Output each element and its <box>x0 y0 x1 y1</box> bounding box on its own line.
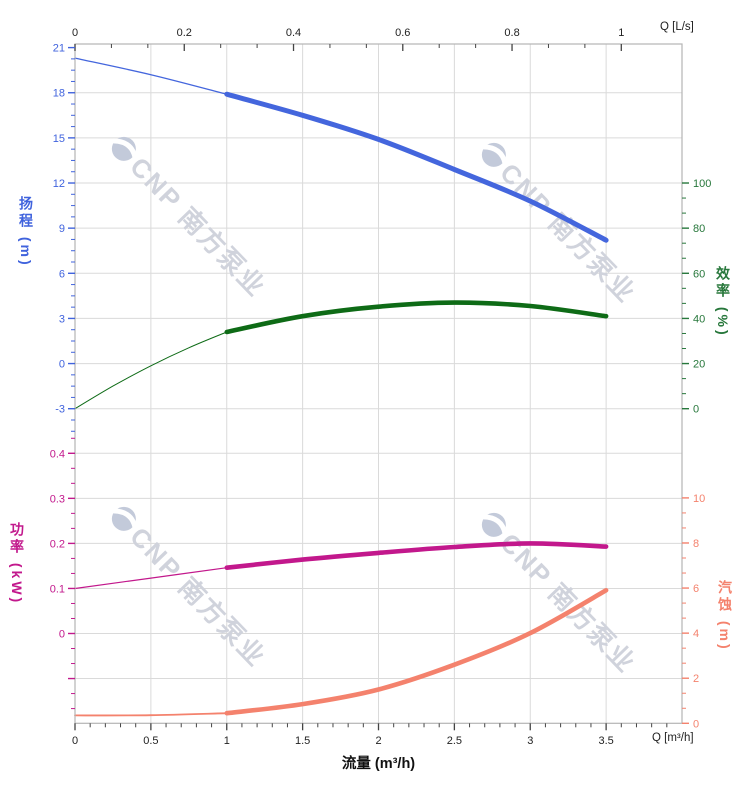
svg-text:1: 1 <box>224 735 230 747</box>
svg-text:6: 6 <box>59 268 65 280</box>
svg-text:0.4: 0.4 <box>286 27 301 39</box>
svg-text:0.1: 0.1 <box>50 583 65 595</box>
bottom-axis-unit-label: Q [m³/h] <box>652 732 694 744</box>
cnp-logo-icon <box>481 512 508 537</box>
gridlines <box>75 44 682 724</box>
svg-text:4: 4 <box>693 628 699 640</box>
svg-text:100: 100 <box>693 178 711 190</box>
svg-text:2: 2 <box>375 735 381 747</box>
svg-text:10: 10 <box>693 493 705 505</box>
head-axis-title: 扬程 (m) <box>18 196 34 268</box>
svg-text:3: 3 <box>527 735 533 747</box>
svg-text:6: 6 <box>693 583 699 595</box>
power-curve-lowflow <box>74 567 228 590</box>
npsh-axis-title: 汽蚀 (m) <box>717 580 733 652</box>
svg-text:3.5: 3.5 <box>598 735 613 747</box>
top-axis-unit-label: Q [L/s] <box>660 21 694 33</box>
npsh-curve <box>224 588 609 716</box>
svg-text:CNP 南方泵业: CNP 南方泵业 <box>124 521 272 673</box>
svg-text:CNP 南方泵业: CNP 南方泵业 <box>494 157 642 309</box>
efficiency-curve-lowflow <box>74 331 228 410</box>
svg-text:80: 80 <box>693 223 705 235</box>
svg-text:2.5: 2.5 <box>447 735 462 747</box>
svg-text:0.4: 0.4 <box>50 448 65 460</box>
svg-text:12: 12 <box>53 178 65 190</box>
curves <box>74 57 609 717</box>
power-axis-title: 功率 (kW) <box>9 522 25 606</box>
head-curve <box>224 91 609 243</box>
cnp-watermark: CNP 南方泵业 <box>481 512 642 679</box>
svg-text:1.5: 1.5 <box>295 735 310 747</box>
svg-text:21: 21 <box>53 43 65 55</box>
cnp-logo-icon <box>111 136 138 161</box>
svg-text:0.3: 0.3 <box>50 493 65 505</box>
svg-text:CNP 南方泵业: CNP 南方泵业 <box>124 151 272 303</box>
cnp-logo-icon <box>481 142 508 167</box>
svg-text:8: 8 <box>693 538 699 550</box>
svg-text:0.8: 0.8 <box>504 27 519 39</box>
svg-text:0.2: 0.2 <box>50 538 65 550</box>
power-curve <box>224 541 609 570</box>
svg-text:0: 0 <box>693 718 699 730</box>
svg-text:9: 9 <box>59 223 65 235</box>
efficiency-axis-title: 效率 (%) <box>715 266 731 338</box>
svg-text:60: 60 <box>693 268 705 280</box>
svg-text:15: 15 <box>53 133 65 145</box>
svg-text:40: 40 <box>693 313 705 325</box>
svg-text:2: 2 <box>693 673 699 685</box>
svg-text:18: 18 <box>53 88 65 100</box>
svg-text:3: 3 <box>59 313 65 325</box>
axis-ticks-and-labels: 0 0.2 0.4 0.6 0.8 10 0.5 1 1.5 2 2.5 3 3.52118151296… <box>50 27 712 747</box>
svg-text:-3: -3 <box>55 404 65 416</box>
svg-text:0: 0 <box>59 629 65 641</box>
efficiency-curve <box>224 300 609 335</box>
svg-text:1: 1 <box>618 27 624 39</box>
head-curve-lowflow <box>74 57 228 95</box>
svg-text:0.6: 0.6 <box>395 27 410 39</box>
flow-axis-title: 流量 (m³/h) <box>341 756 416 772</box>
cnp-watermark: CNP 南方泵业 <box>111 136 272 303</box>
npsh-curve-lowflow <box>74 712 228 717</box>
cnp-watermark: CNP 南方泵业 <box>111 506 272 673</box>
watermark: CNP 南方泵业 CNP 南方泵业 CNP 南方泵业 CNP 南方泵业 <box>111 136 642 679</box>
svg-text:0: 0 <box>59 359 65 371</box>
svg-text:0: 0 <box>693 404 699 416</box>
svg-text:20: 20 <box>693 359 705 371</box>
svg-text:0: 0 <box>72 735 78 747</box>
svg-text:CNP 南方泵业: CNP 南方泵业 <box>494 527 642 679</box>
cnp-logo-icon <box>111 506 138 531</box>
svg-text:0.5: 0.5 <box>143 735 158 747</box>
cnp-watermark: CNP 南方泵业 <box>481 142 642 309</box>
svg-text:0: 0 <box>72 27 78 39</box>
svg-text:0.2: 0.2 <box>177 27 192 39</box>
